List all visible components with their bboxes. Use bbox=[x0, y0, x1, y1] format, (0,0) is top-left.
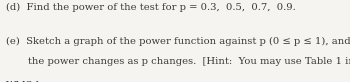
Text: the power changes as p changes.  [Hint:  You may use Table 1 in Appendix 3 of: the power changes as p changes. [Hint: Y… bbox=[6, 57, 350, 66]
Text: (e)  Sketch a graph of the power function against p (0 ≤ p ≤ 1), and comment on : (e) Sketch a graph of the power function… bbox=[6, 37, 350, 46]
Text: (d)  Find the power of the test for p = 0.3,  0.5,  0.7,  0.9.: (d) Find the power of the test for p = 0… bbox=[6, 2, 296, 12]
Text: WMS.]: WMS.] bbox=[6, 80, 40, 82]
